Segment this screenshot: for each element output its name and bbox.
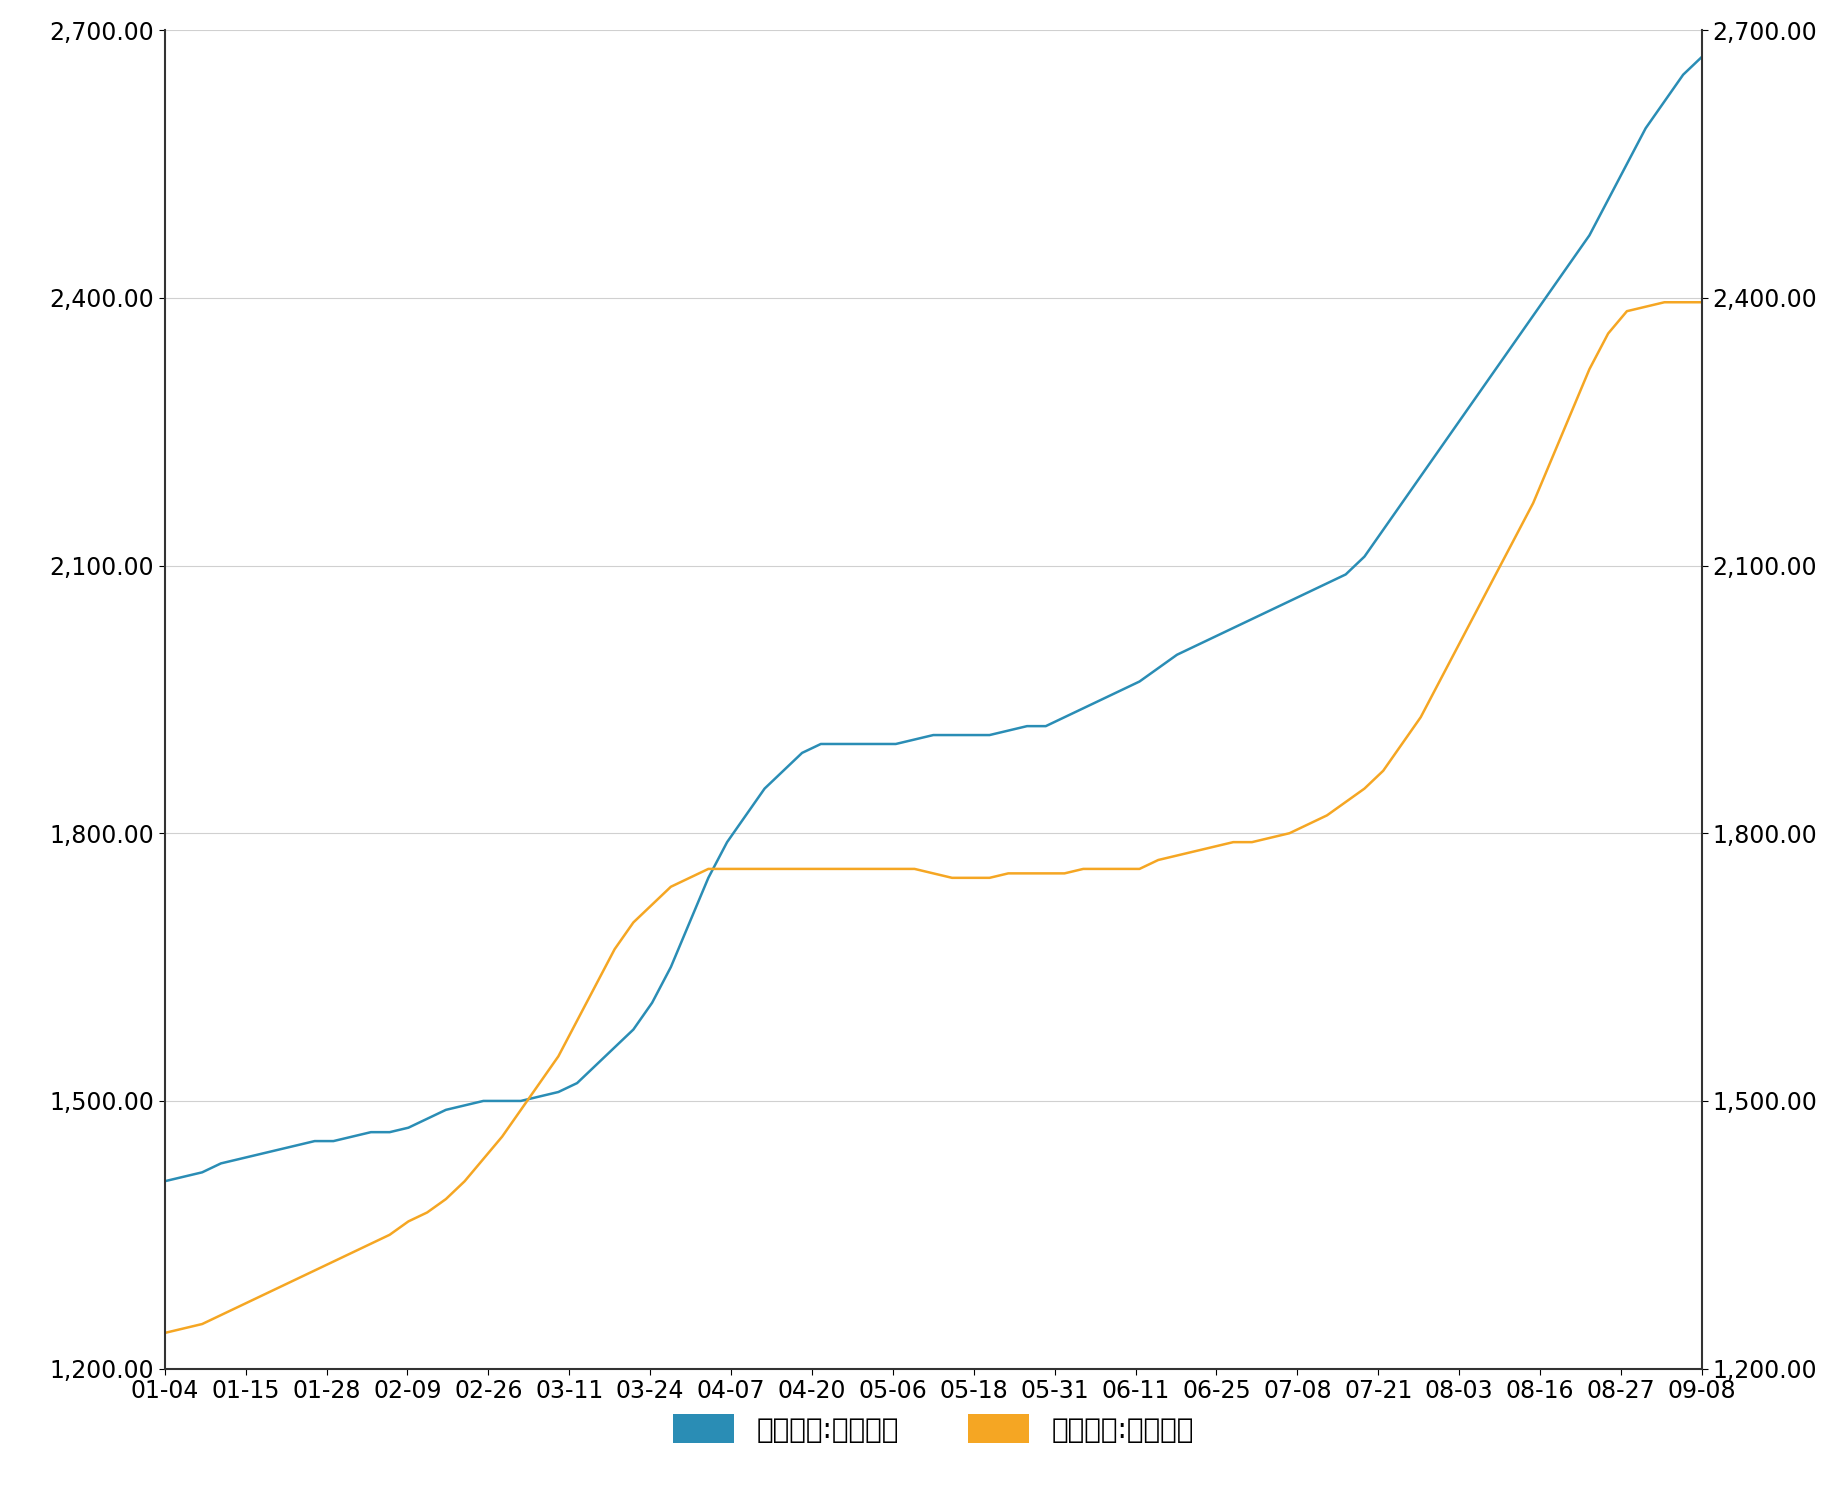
- Legend: 参考价格:重质纯碱, 参考价格:轻质纯碱: 参考价格:重质纯碱, 参考价格:轻质纯碱: [662, 1403, 1204, 1456]
